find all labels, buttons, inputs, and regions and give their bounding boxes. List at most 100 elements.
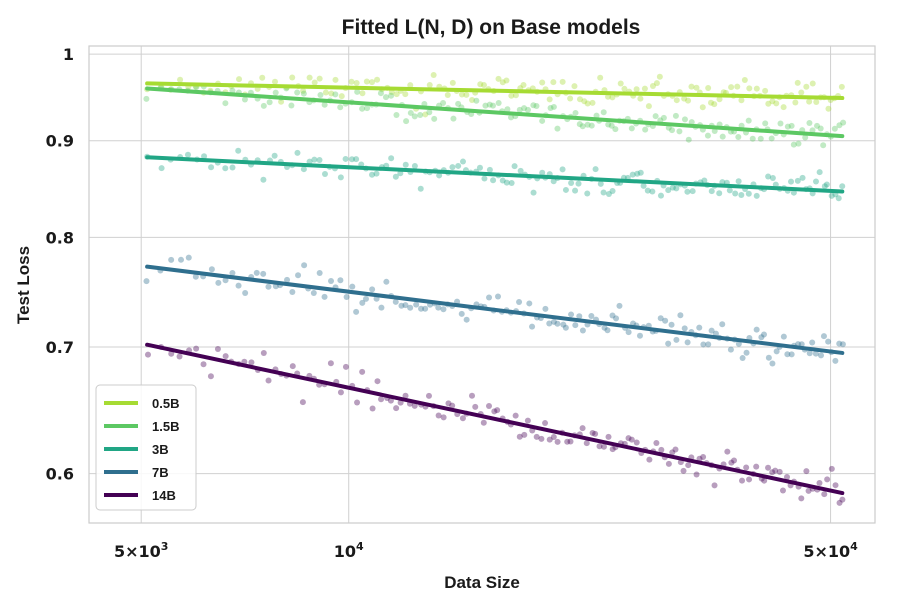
scatter-point — [392, 173, 399, 180]
scatter-point — [780, 333, 787, 340]
scatter-point — [369, 405, 376, 412]
scatter-point — [572, 322, 579, 329]
scatter-point — [832, 482, 839, 489]
scatter-point — [773, 100, 780, 107]
scatter-point — [605, 433, 612, 440]
scatter-point — [458, 91, 465, 98]
scatter-point — [431, 115, 438, 122]
scatter-point — [530, 189, 537, 196]
scatter-point — [605, 121, 612, 128]
scatter-point — [369, 171, 376, 178]
scatter-point — [673, 336, 680, 343]
scatter-point — [481, 175, 488, 182]
scatter-point — [402, 392, 409, 399]
scatter-point — [539, 79, 546, 86]
scatter-point — [821, 491, 828, 498]
scatter-point — [508, 114, 514, 121]
scatter-point — [734, 83, 741, 90]
scatter-point — [229, 87, 236, 94]
scatter-point — [581, 98, 588, 105]
scatter-point — [278, 98, 285, 105]
scatter-point — [762, 120, 769, 127]
scatter-point — [805, 487, 812, 494]
scatter-point — [753, 326, 760, 333]
scatter-point — [260, 270, 267, 277]
scatter-point — [669, 184, 676, 191]
scatter-point — [625, 329, 632, 336]
scatter-point — [418, 305, 425, 312]
scatter-point — [816, 169, 823, 176]
scatter-point — [784, 474, 790, 480]
scatter-point — [658, 446, 665, 453]
scatter-point — [417, 185, 424, 192]
scatter-point — [260, 176, 267, 183]
scatter-point — [802, 134, 809, 141]
scatter-point — [731, 457, 738, 464]
x-axis-label: Data Size — [444, 573, 520, 592]
scatter-point — [746, 476, 753, 483]
scatter-point — [795, 140, 802, 147]
scatter-point — [644, 187, 651, 194]
scatter-point — [547, 104, 554, 111]
scatter-point — [332, 91, 339, 98]
scatter-point — [168, 256, 175, 263]
scatter-point — [486, 166, 493, 173]
scatter-point — [426, 81, 433, 88]
scatter-point — [200, 361, 207, 368]
fit-line — [145, 86, 845, 139]
scatter-point — [812, 178, 819, 185]
chart-title: Fitted L(N, D) on Base models — [342, 16, 641, 39]
scatter-point — [803, 468, 810, 475]
scatter-point — [177, 76, 184, 83]
scatter-point — [316, 269, 323, 276]
scatter-point — [824, 476, 831, 483]
scatter-point — [444, 92, 451, 99]
scatter-point — [831, 125, 838, 132]
scatter-point — [769, 175, 776, 182]
scatter-point — [617, 80, 624, 87]
scatter-point — [222, 277, 229, 284]
scatter-point — [317, 92, 324, 99]
scatter-point — [735, 340, 742, 347]
scatter-point — [758, 334, 765, 341]
scatter-point — [728, 459, 735, 466]
scatter-point — [646, 456, 653, 463]
scatter-point — [641, 85, 648, 92]
scatter-point — [726, 187, 733, 194]
scatter-point — [236, 76, 243, 83]
scatter-point — [836, 340, 843, 347]
scatter-point — [533, 433, 540, 440]
scatter-point — [526, 300, 533, 307]
scatter-point — [316, 75, 323, 82]
scatter-point — [455, 162, 462, 169]
x-tick-label: 5×104 — [803, 540, 858, 561]
scatter-point — [299, 399, 306, 406]
scatter-point — [491, 408, 498, 415]
scatter-point — [377, 90, 384, 97]
scatter-point — [660, 114, 667, 121]
scatter-point — [814, 122, 821, 129]
scatter-point — [342, 155, 349, 162]
scatter-point — [208, 164, 215, 171]
scatter-point — [248, 359, 255, 366]
scatter-point — [708, 327, 715, 334]
scatter-point — [656, 73, 663, 80]
scatter-point — [821, 183, 828, 190]
scatter-point — [359, 105, 366, 112]
scatter-point — [588, 122, 595, 129]
scatter-points — [143, 71, 847, 506]
scatter-point — [836, 122, 843, 129]
scatter-point — [773, 348, 780, 355]
scatter-point — [579, 327, 586, 334]
scatter-point — [321, 101, 328, 108]
scatter-point — [260, 350, 267, 357]
scatter-point — [838, 83, 845, 90]
legend-label: 0.5B — [152, 396, 179, 411]
scatter-point — [636, 332, 643, 339]
scatter-point — [584, 121, 591, 128]
scatter-point — [327, 360, 334, 367]
scatter-point — [816, 480, 823, 487]
scatter-point — [579, 425, 586, 432]
y-tick-label: 0.7 — [46, 338, 74, 357]
scatter-point — [828, 192, 835, 199]
